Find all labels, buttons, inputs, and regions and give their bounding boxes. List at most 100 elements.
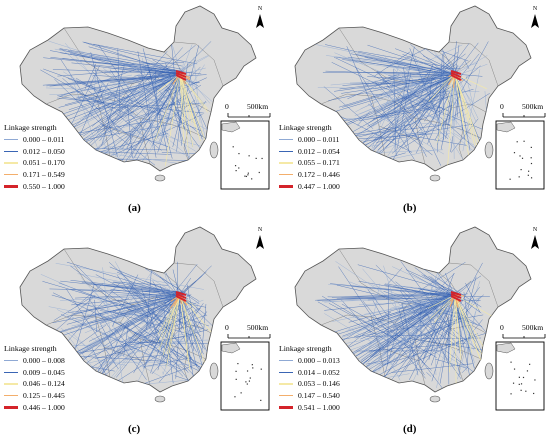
legend-swatch: [4, 150, 18, 152]
china-network-map: [294, 226, 546, 411]
legend-item: 0.053 – 0.146: [279, 378, 340, 390]
scale-value-label: 500km: [247, 102, 269, 111]
legend-item: 0.446 – 1.000: [4, 401, 65, 413]
legend: Linkage strength 0.000 – 0.013 0.014 – 0.0…: [279, 343, 340, 413]
linkage-network: [315, 40, 490, 169]
legend-swatch: [4, 184, 18, 188]
legend-swatch: [279, 184, 293, 188]
legend-swatch: [4, 394, 18, 397]
legend-range-label: 0.000 – 0.013: [298, 356, 340, 366]
scale-bar: [227, 334, 271, 339]
province-boundary: [173, 41, 224, 87]
legend-item: 0.171 – 0.549: [4, 169, 65, 181]
legend-swatch: [279, 383, 293, 385]
legend-item: 0.051 – 0.170: [4, 157, 65, 169]
legend: Linkage strength 0.000 – 0.011 0.012 – 0.0…: [279, 122, 340, 192]
legend-range-label: 0.012 – 0.050: [23, 146, 65, 156]
island: [429, 174, 441, 182]
island: [154, 395, 166, 403]
province-boundary: [448, 262, 499, 308]
island: [154, 174, 166, 182]
legend-range-label: 0.000 – 0.008: [23, 356, 65, 366]
map-panel: N 0 500km Linkage strength 0.000 – 0.008 0.00…: [0, 221, 275, 441]
legend-swatch: [279, 405, 293, 409]
legend-item: 0.009 – 0.045: [4, 367, 65, 379]
legend-swatch: [4, 371, 18, 373]
north-label: N: [257, 227, 263, 233]
panel-caption: (c): [128, 423, 141, 435]
province-boundary: [458, 129, 464, 161]
scale-value-label: 500km: [522, 323, 544, 332]
legend-title: Linkage strength: [4, 123, 57, 132]
legend-range-label: 0.000 – 0.011: [298, 135, 340, 145]
north-label: N: [257, 6, 263, 12]
south-china-sea-inset: [495, 120, 545, 190]
map-panel: N 0 500km Linkage strength 0.000 – 0.011 0.01…: [0, 0, 275, 220]
legend-range-label: 0.550 – 1.000: [23, 181, 65, 191]
legend-range-label: 0.046 – 0.124: [23, 379, 65, 389]
south-china-sea-inset: [220, 341, 270, 411]
legend-swatch: [279, 139, 293, 141]
legend-item: 0.447 – 1.000: [279, 180, 340, 192]
north-arrow-icon: [256, 14, 264, 28]
legend-swatch: [279, 394, 293, 397]
panel-caption: (d): [403, 423, 417, 435]
legend-title: Linkage strength: [4, 344, 57, 353]
legend-range-label: 0.147 – 0.540: [298, 391, 340, 401]
legend-range-label: 0.000 – 0.011: [23, 135, 65, 145]
island: [429, 395, 441, 403]
linkage-network: [315, 261, 494, 392]
province-boundary: [103, 346, 145, 362]
legend-range-label: 0.012 – 0.054: [298, 146, 340, 156]
province-boundary: [175, 103, 212, 113]
legend-range-label: 0.171 – 0.549: [23, 170, 65, 180]
legend-swatch: [4, 162, 18, 164]
legend-item: 0.000 – 0.013: [279, 355, 340, 367]
legend-swatch: [4, 383, 18, 385]
legend-item: 0.014 – 0.052: [279, 367, 340, 379]
china-network-map: [294, 5, 546, 190]
scale-bar: [502, 113, 546, 118]
island: [209, 141, 219, 159]
linkage-network: [40, 261, 216, 391]
province-boundary: [63, 27, 135, 85]
legend-item: 0.012 – 0.054: [279, 146, 340, 158]
legend-item: 0.000 – 0.008: [4, 355, 65, 367]
china-network-map: [19, 5, 271, 190]
legend-swatch: [279, 173, 293, 176]
legend-swatch: [4, 139, 18, 141]
map-panel: N 0 500km Linkage strength 0.000 – 0.011 0.01…: [275, 0, 550, 220]
legend-range-label: 0.014 – 0.052: [298, 367, 340, 377]
island: [484, 141, 494, 159]
legend-swatch: [279, 371, 293, 373]
scale-zero-label: 0: [500, 323, 504, 332]
legend: Linkage strength 0.000 – 0.008 0.009 – 0.0…: [4, 343, 65, 413]
legend-item: 0.172 – 0.446: [279, 169, 340, 181]
scale-bar: [502, 334, 546, 339]
legend-range-label: 0.051 – 0.170: [23, 158, 65, 168]
legend-range-label: 0.446 – 1.000: [23, 402, 65, 412]
legend-item: 0.125 – 0.445: [4, 390, 65, 402]
north-label: N: [532, 6, 538, 12]
north-label: N: [532, 227, 538, 233]
north-arrow-icon: [256, 235, 264, 249]
south-china-sea-inset: [220, 120, 270, 190]
north-arrow-icon: [531, 14, 539, 28]
legend-range-label: 0.447 – 1.000: [298, 181, 340, 191]
legend-item: 0.046 – 0.124: [4, 378, 65, 390]
scale-zero-label: 0: [225, 323, 229, 332]
legend-range-label: 0.172 – 0.446: [298, 170, 340, 180]
scale-bar: [227, 113, 271, 118]
legend-item: 0.000 – 0.011: [4, 134, 65, 146]
panel-caption: (b): [403, 202, 417, 214]
legend-item: 0.012 – 0.050: [4, 146, 65, 158]
legend-swatch: [279, 162, 293, 164]
province-boundary: [448, 41, 499, 87]
legend-swatch: [4, 360, 18, 362]
legend: Linkage strength 0.000 – 0.011 0.012 – 0.0…: [4, 122, 65, 192]
province-boundary: [338, 248, 410, 306]
north-arrow-icon: [531, 235, 539, 249]
legend-range-label: 0.053 – 0.146: [298, 379, 340, 389]
province-boundary: [320, 93, 396, 105]
island: [209, 362, 219, 380]
